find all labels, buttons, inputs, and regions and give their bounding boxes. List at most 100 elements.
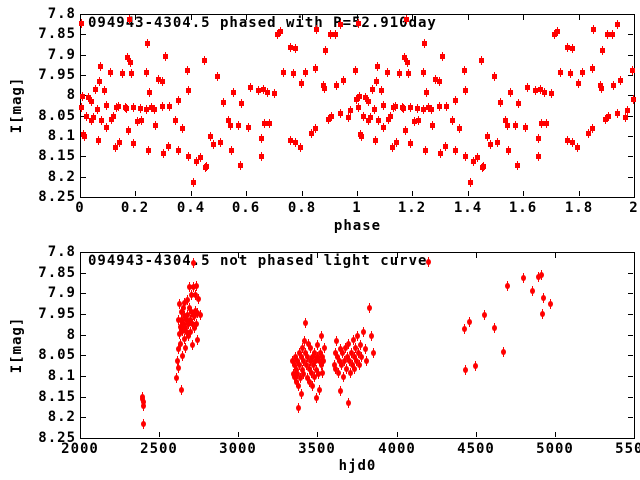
data-point <box>468 178 473 187</box>
data-point <box>379 86 384 95</box>
data-point <box>618 76 623 85</box>
y-tick-mark-mirror <box>628 116 633 117</box>
y-tick-mark-mirror <box>628 197 633 198</box>
data-point <box>340 348 345 358</box>
data-point <box>354 356 359 366</box>
data-point <box>516 99 521 108</box>
unphased-plot-title: 094943-4304.5 not phased light curve <box>88 253 428 269</box>
data-point <box>358 340 363 350</box>
data-point <box>356 103 361 112</box>
data-point <box>408 139 413 148</box>
data-point <box>185 310 190 320</box>
data-point <box>334 81 339 90</box>
data-point <box>615 20 620 29</box>
data-point <box>444 102 449 111</box>
data-point <box>631 95 636 104</box>
y-tick-label: 8.1 <box>47 128 76 144</box>
data-point <box>183 323 188 333</box>
data-point <box>179 315 184 325</box>
data-point <box>318 348 323 358</box>
data-point <box>591 25 596 34</box>
data-point <box>403 126 408 135</box>
data-point <box>397 69 402 78</box>
data-point <box>124 104 129 113</box>
y-tick-mark-mirror <box>628 376 633 377</box>
data-point <box>513 121 518 130</box>
data-point <box>98 62 103 71</box>
data-point <box>129 69 134 78</box>
data-point <box>385 68 390 77</box>
data-point <box>426 257 431 267</box>
data-point <box>93 85 98 94</box>
data-point <box>521 273 526 283</box>
data-point <box>333 348 338 358</box>
data-point <box>320 368 325 378</box>
y-tick-mark-mirror <box>628 314 633 315</box>
data-point <box>313 124 318 133</box>
x-tick-mark <box>357 191 358 196</box>
data-point <box>320 352 325 362</box>
y-tick-mark-mirror <box>628 335 633 336</box>
data-point <box>176 315 181 325</box>
data-point <box>314 393 319 403</box>
data-point <box>108 68 113 77</box>
data-point <box>525 83 530 92</box>
data-point <box>299 79 304 88</box>
data-point <box>348 106 353 115</box>
y-tick-mark-mirror <box>628 55 633 56</box>
data-point <box>357 92 362 101</box>
data-point <box>278 27 283 36</box>
data-point <box>80 92 85 101</box>
data-point <box>308 343 313 353</box>
data-point <box>305 352 310 362</box>
data-point <box>555 27 560 36</box>
data-point <box>307 377 312 387</box>
data-point <box>180 351 185 361</box>
data-point <box>485 132 490 141</box>
x-tick-label: 0.2 <box>120 200 150 216</box>
x-tick-mark-mirror <box>468 15 469 20</box>
data-point <box>346 113 351 122</box>
data-point <box>348 368 353 378</box>
data-point <box>303 348 308 358</box>
data-point <box>536 272 541 282</box>
x-tick-mark-mirror <box>317 253 318 258</box>
y-tick-mark <box>81 14 86 15</box>
data-point <box>338 20 343 29</box>
data-point <box>433 75 438 84</box>
data-point <box>308 356 313 366</box>
x-tick-mark-mirror <box>476 253 477 258</box>
data-point <box>188 327 193 337</box>
data-point <box>333 364 338 374</box>
y-tick-mark <box>81 55 86 56</box>
x-tick-label: 0 <box>75 200 85 216</box>
x-tick-label: 2 <box>629 200 639 216</box>
x-tick-mark <box>238 432 239 437</box>
x-tick-label: 1.6 <box>508 200 538 216</box>
data-point <box>565 136 570 145</box>
data-point <box>248 83 253 92</box>
data-point <box>163 52 168 61</box>
data-point <box>372 105 377 114</box>
y-tick-mark <box>81 335 86 336</box>
data-point <box>202 56 207 65</box>
data-point <box>353 343 358 353</box>
data-point <box>293 44 298 53</box>
x-tick-mark <box>476 432 477 437</box>
data-point <box>109 115 114 124</box>
y-tick-mark-mirror <box>628 417 633 418</box>
data-point <box>438 149 443 158</box>
y-tick-mark-mirror <box>628 293 633 294</box>
data-point <box>341 76 346 85</box>
x-tick-mark <box>523 191 524 196</box>
data-point <box>406 69 411 78</box>
phased-plot-title: 094943-4304.5 phased with P=52.910day <box>88 15 437 31</box>
data-point <box>300 365 305 375</box>
data-point <box>195 308 200 318</box>
data-point <box>505 281 510 291</box>
data-point <box>128 58 133 67</box>
data-point <box>117 138 122 147</box>
y-tick-label: 8.2 <box>47 409 76 425</box>
y-tick-label: 7.9 <box>47 47 76 63</box>
